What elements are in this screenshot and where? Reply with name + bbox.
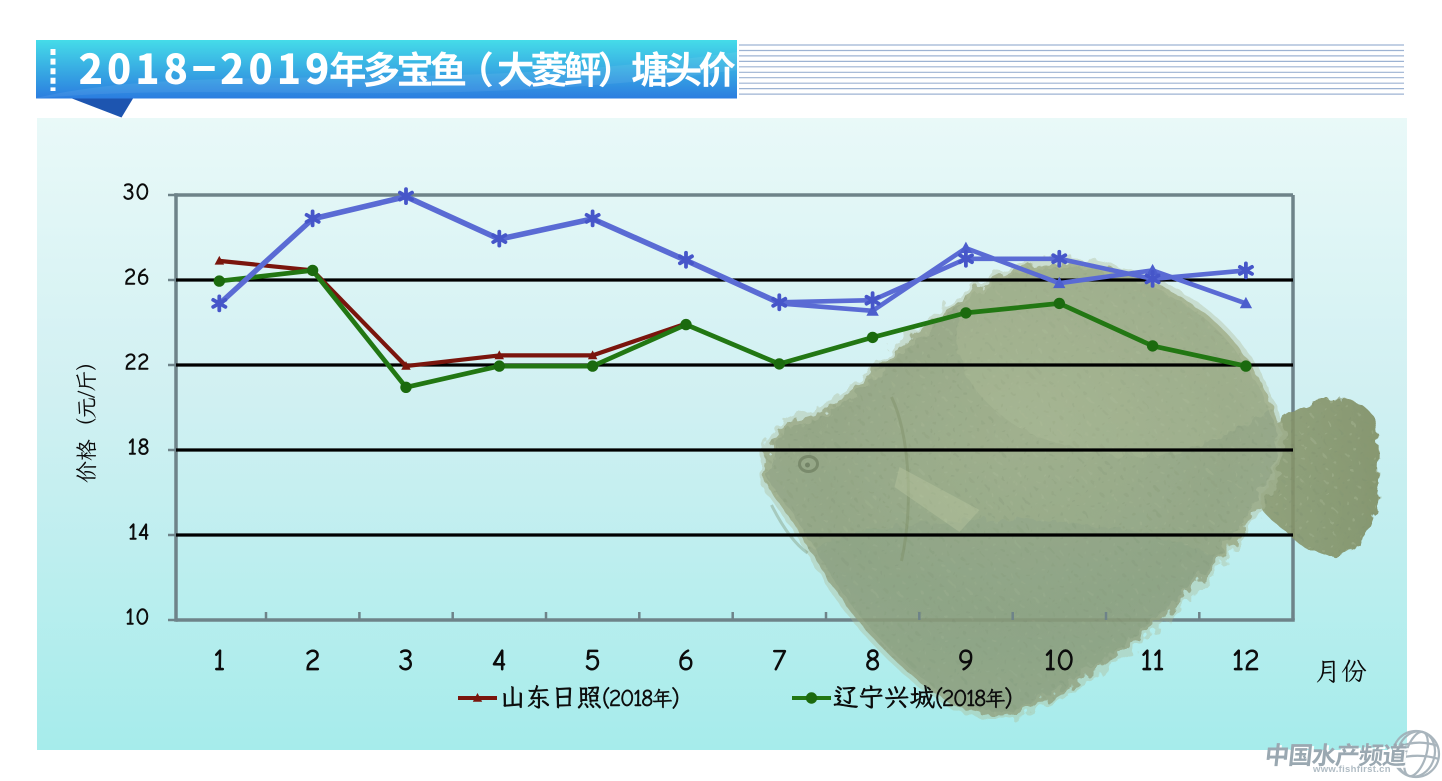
svg-text:www.fishfirst.cn: www.fishfirst.cn (1312, 764, 1391, 775)
